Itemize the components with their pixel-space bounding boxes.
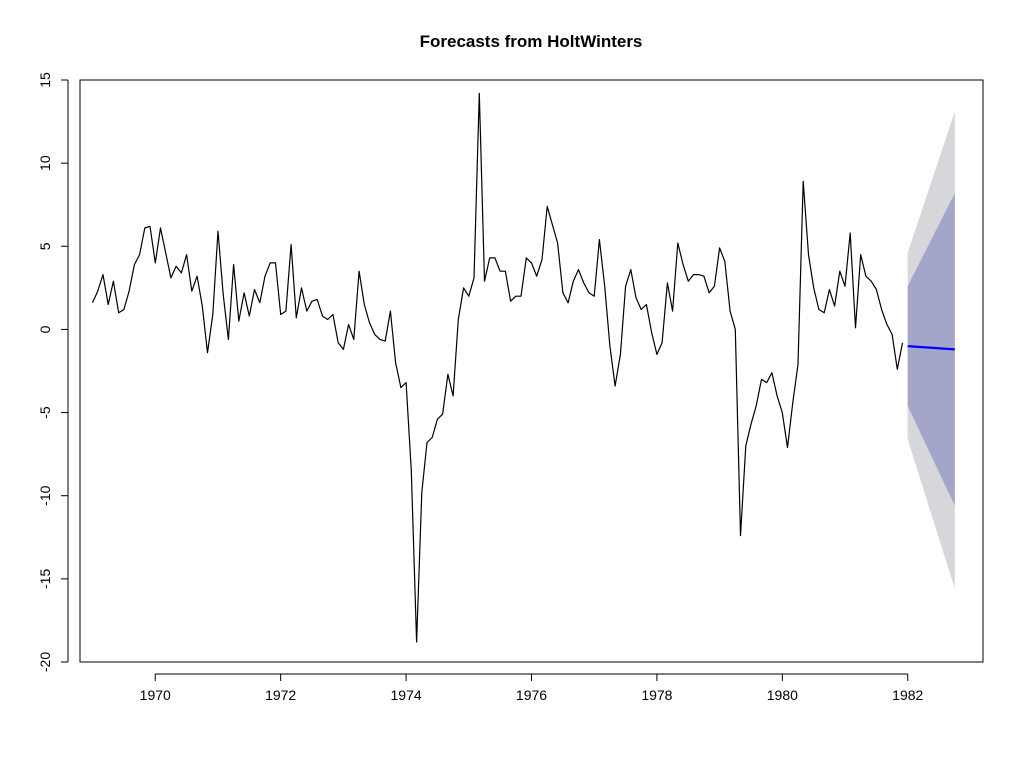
x-axis: 1970 1972 1974 1976 1978 1980 1982 bbox=[140, 673, 924, 703]
chart-title: Forecasts from HoltWinters bbox=[420, 32, 643, 51]
interval-band-80 bbox=[907, 193, 955, 506]
y-tick-label: -15 bbox=[37, 569, 53, 589]
y-tick-label: -5 bbox=[37, 406, 53, 419]
x-tick-label: 1972 bbox=[265, 687, 296, 703]
y-tick-label: 5 bbox=[37, 242, 53, 250]
y-tick-label: -20 bbox=[37, 652, 53, 672]
y-axis: -20 -15 -10 -5 0 5 10 15 bbox=[37, 72, 69, 672]
prediction-intervals bbox=[907, 111, 955, 589]
x-tick-label: 1976 bbox=[516, 687, 547, 703]
x-tick-label: 1980 bbox=[767, 687, 798, 703]
series-group bbox=[91, 92, 955, 643]
y-tick-label: 0 bbox=[37, 325, 53, 333]
forecast-mean-line bbox=[907, 345, 955, 351]
plot-area-frame bbox=[79, 79, 984, 663]
y-tick-label: -10 bbox=[37, 485, 53, 505]
y-tick-label: 15 bbox=[37, 72, 53, 88]
x-tick-label: 1970 bbox=[140, 687, 171, 703]
y-tick-label: 10 bbox=[37, 155, 53, 171]
x-tick-label: 1982 bbox=[892, 687, 923, 703]
x-tick-label: 1974 bbox=[391, 687, 422, 703]
x-tick-label: 1978 bbox=[641, 687, 672, 703]
observed-series-line bbox=[91, 92, 904, 643]
